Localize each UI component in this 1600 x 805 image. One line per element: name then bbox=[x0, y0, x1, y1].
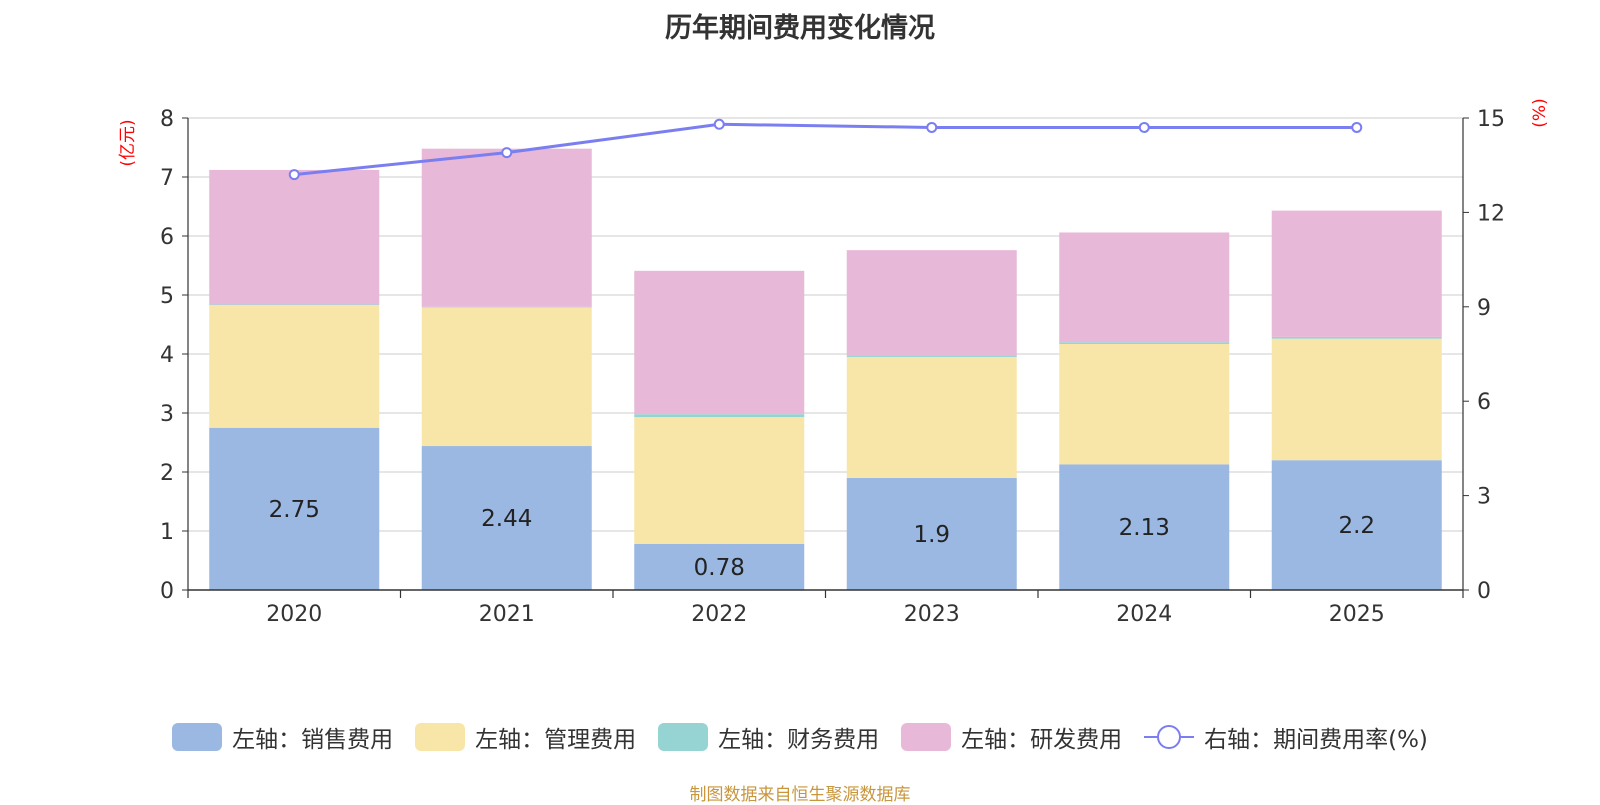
legend-label-finance: 左轴：财务费用 bbox=[718, 727, 880, 753]
bar-sales bbox=[634, 543, 805, 590]
left-axis-tick-label: 6 bbox=[160, 225, 174, 250]
rate-point bbox=[501, 147, 513, 159]
legend-label-admin: 左轴：管理费用 bbox=[475, 727, 637, 753]
bar-rnd bbox=[634, 270, 805, 415]
legend-item-rnd[interactable]: 左轴：研发费用 bbox=[901, 720, 1122, 754]
bar-data-label: 1.9 bbox=[913, 522, 950, 548]
bar-rnd bbox=[846, 250, 1017, 356]
rate-point bbox=[1351, 121, 1363, 133]
bar-sales bbox=[1271, 460, 1442, 590]
left-axis-tick-label: 5 bbox=[160, 284, 174, 309]
left-axis-tick-label: 3 bbox=[160, 402, 174, 427]
x-axis-tick-label: 2023 bbox=[904, 602, 960, 627]
bar-sales bbox=[1059, 464, 1230, 590]
x-axis-tick-label: 2022 bbox=[691, 602, 747, 627]
left-axis-tick-label: 1 bbox=[160, 520, 174, 545]
legend-line-marker-icon bbox=[1144, 725, 1195, 749]
bar-data-label: 2.75 bbox=[269, 497, 320, 523]
right-axis-tick-label: 15 bbox=[1477, 107, 1505, 132]
left-axis-tick-label: 4 bbox=[160, 343, 174, 368]
left-axis-tick-label: 7 bbox=[160, 166, 174, 191]
bar-finance bbox=[421, 306, 592, 308]
x-axis-tick-label: 2025 bbox=[1329, 602, 1385, 627]
bar-admin bbox=[634, 417, 805, 544]
bar-sales bbox=[846, 477, 1017, 590]
bar-admin bbox=[209, 305, 380, 428]
bar-data-label: 2.13 bbox=[1119, 515, 1170, 541]
legend-swatch-finance bbox=[658, 723, 709, 751]
rate-point bbox=[713, 118, 725, 130]
legend-item-admin[interactable]: 左轴：管理费用 bbox=[415, 720, 636, 754]
legend: 左轴：销售费用 左轴：管理费用 左轴：财务费用 左轴：研发费用 右轴：期间费用率… bbox=[0, 720, 1600, 754]
rate-point bbox=[288, 169, 300, 181]
bar-finance bbox=[634, 414, 805, 418]
bar-admin bbox=[846, 356, 1017, 478]
legend-swatch-rnd bbox=[901, 723, 952, 751]
rate-point bbox=[926, 121, 938, 133]
source-note: 制图数据来自恒生聚源数据库 bbox=[689, 785, 911, 805]
left-axis-unit: (亿元) bbox=[118, 119, 138, 166]
x-axis-tick-label: 2021 bbox=[479, 602, 535, 627]
legend-label-rate: 右轴：期间费用率(%) bbox=[1204, 727, 1428, 753]
legend-item-rate[interactable]: 右轴：期间费用率(%) bbox=[1144, 720, 1428, 754]
legend-label-sales: 左轴：销售费用 bbox=[232, 727, 394, 753]
bar-sales bbox=[421, 446, 592, 590]
left-axis-tick-label: 0 bbox=[160, 579, 174, 604]
legend-label-rnd: 左轴：研发费用 bbox=[961, 727, 1123, 753]
right-axis-tick-label: 3 bbox=[1477, 485, 1491, 510]
x-axis-tick-label: 2024 bbox=[1116, 602, 1172, 627]
x-axis-tick-label: 2020 bbox=[266, 602, 322, 627]
bar-admin bbox=[421, 307, 592, 447]
right-axis-tick-label: 12 bbox=[1477, 201, 1505, 226]
right-axis-tick-label: 0 bbox=[1477, 579, 1491, 604]
bar-rnd bbox=[209, 169, 380, 305]
right-axis-tick-label: 6 bbox=[1477, 390, 1491, 415]
bar-data-label: 0.78 bbox=[694, 555, 745, 581]
left-axis-tick-label: 2 bbox=[160, 461, 174, 486]
bar-sales bbox=[209, 427, 380, 590]
rate-point bbox=[1138, 121, 1150, 133]
right-axis-tick-label: 9 bbox=[1477, 296, 1491, 321]
bar-admin bbox=[1271, 338, 1442, 461]
rate-line bbox=[294, 122, 1357, 177]
legend-item-sales[interactable]: 左轴：销售费用 bbox=[172, 720, 393, 754]
bar-rnd bbox=[421, 148, 592, 307]
bar-finance bbox=[1271, 336, 1442, 339]
bar-finance bbox=[209, 304, 380, 306]
legend-item-finance[interactable]: 左轴：财务费用 bbox=[658, 720, 879, 754]
right-axis-unit: (%) bbox=[1530, 98, 1550, 127]
bar-finance bbox=[1059, 342, 1230, 344]
bar-admin bbox=[1059, 343, 1230, 465]
bar-rnd bbox=[1271, 210, 1442, 337]
bar-data-label: 2.44 bbox=[481, 506, 532, 532]
bar-data-label: 2.2 bbox=[1338, 513, 1375, 539]
chart-title: 历年期间费用变化情况 bbox=[665, 13, 935, 44]
left-axis-tick-label: 8 bbox=[160, 107, 174, 132]
bar-rnd bbox=[1059, 232, 1230, 343]
legend-swatch-admin bbox=[415, 723, 466, 751]
bar-finance bbox=[846, 355, 1017, 357]
legend-swatch-sales bbox=[172, 723, 223, 751]
